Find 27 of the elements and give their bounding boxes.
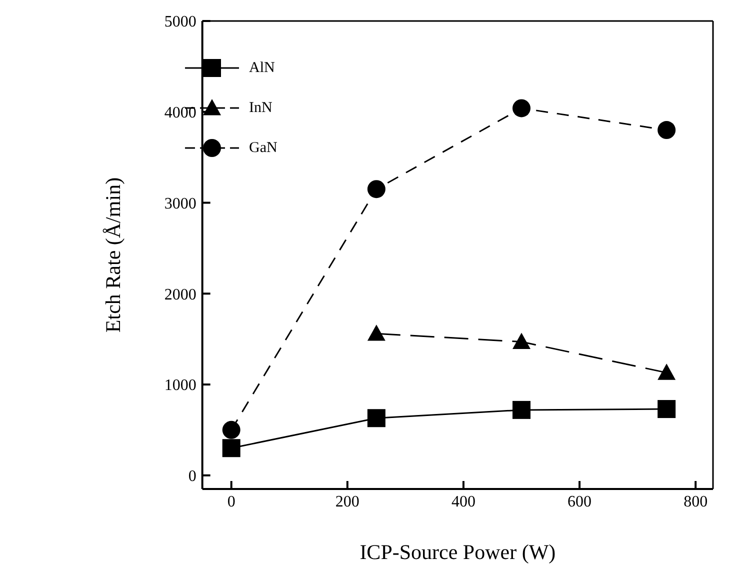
y-tick-label: 5000	[164, 14, 196, 31]
y-tick-label: 2000	[164, 286, 196, 304]
point	[512, 332, 530, 349]
point	[367, 180, 386, 198]
y-tick-label: 0	[188, 468, 196, 486]
y-tick-label: 1000	[164, 377, 196, 394]
x-axis-title: ICP-Source Power (W)	[360, 540, 556, 564]
x-tick-label: 800	[684, 493, 708, 510]
y-tick-label: 4000	[164, 104, 196, 122]
x-tick-label: 600	[568, 493, 592, 510]
point	[658, 121, 676, 140]
legend-label: AlN	[249, 60, 275, 76]
legend-label: GaN	[249, 140, 278, 156]
y-axis-title: Etch Rate (Å/min)	[100, 177, 125, 333]
x-tick-label: 0	[227, 493, 236, 510]
point	[222, 420, 240, 439]
point	[222, 439, 240, 458]
x-tick-label: 400	[451, 493, 476, 510]
point	[367, 409, 386, 428]
point	[512, 99, 530, 118]
point	[367, 324, 386, 341]
y-tick-label: 3000	[164, 195, 196, 212]
legend-label: InN	[249, 100, 272, 116]
point	[658, 400, 676, 418]
x-tick-label: 200	[335, 493, 360, 510]
point	[512, 400, 530, 419]
point	[658, 364, 676, 380]
